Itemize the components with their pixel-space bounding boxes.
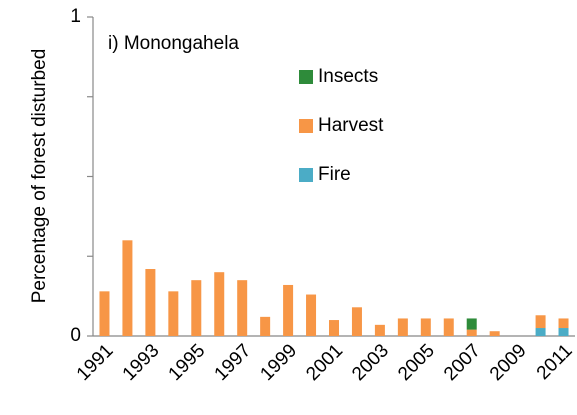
bar-segment xyxy=(306,294,317,336)
bar-segment xyxy=(374,324,385,336)
bar-segment xyxy=(558,328,569,336)
x-tick-label: 2007 xyxy=(440,340,485,385)
bar-segment xyxy=(329,320,339,336)
bar-segment xyxy=(466,329,477,336)
bar-segment xyxy=(420,318,431,336)
bar-segment xyxy=(489,331,500,336)
legend-label: Harvest xyxy=(318,115,384,136)
bar-segment xyxy=(260,316,271,336)
bar-segment xyxy=(558,318,569,329)
legend-label: Fire xyxy=(318,164,351,185)
bar-segment xyxy=(214,272,225,336)
y-tick-label: 1 xyxy=(70,6,81,27)
x-tick-label: 1991 xyxy=(73,340,118,385)
x-tick-label: 2011 xyxy=(533,340,577,384)
legend-swatch xyxy=(299,119,313,133)
bar-segment xyxy=(535,315,546,329)
bar-segment xyxy=(466,318,477,330)
legend-swatch xyxy=(299,168,313,182)
legend-label: Insects xyxy=(318,66,378,87)
bar-segment xyxy=(122,240,133,336)
y-tick-label: 0 xyxy=(70,325,81,346)
x-tick-label: 2009 xyxy=(486,340,531,385)
bar-segment xyxy=(237,280,248,336)
x-tick-label: 2001 xyxy=(302,340,347,385)
x-tick-label: 1993 xyxy=(119,340,164,385)
bar-segment xyxy=(283,284,294,336)
bar-segment xyxy=(99,291,110,336)
bar-segment xyxy=(191,280,202,336)
x-tick-label: 1997 xyxy=(211,340,256,385)
x-tick-label: 1999 xyxy=(256,340,301,385)
legend-swatch xyxy=(299,70,313,84)
bar-segment xyxy=(397,318,408,336)
x-tick-label: 1995 xyxy=(165,340,210,385)
bar-segment xyxy=(535,328,546,336)
bar-segment xyxy=(443,318,454,336)
x-tick-label: 2005 xyxy=(394,340,439,385)
chart-title: i) Monongahela xyxy=(108,33,239,54)
x-tick-label: 2003 xyxy=(348,340,393,385)
bar-segment xyxy=(351,307,362,336)
bar-segment xyxy=(168,291,179,336)
y-axis-label: Percentage of forest disturbed xyxy=(29,49,50,304)
bar-segment xyxy=(145,269,156,336)
